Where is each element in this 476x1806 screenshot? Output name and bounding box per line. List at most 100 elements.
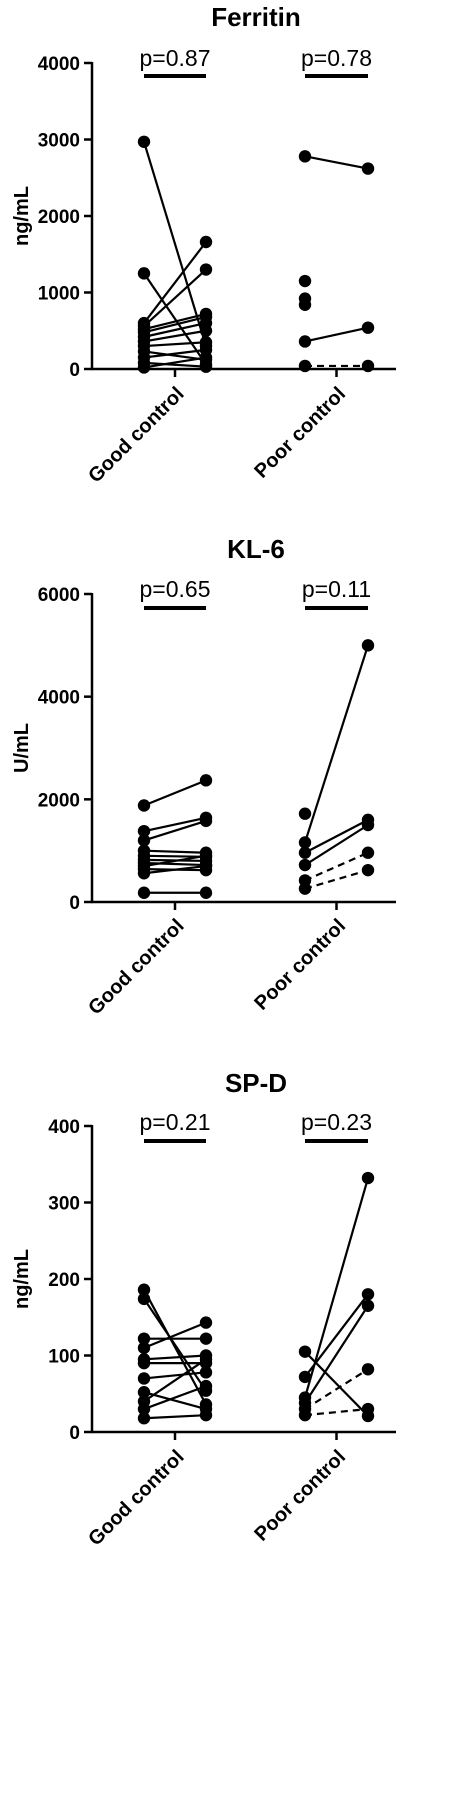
chart-title: KL-6	[227, 534, 285, 564]
y-tick-label: 2000	[38, 207, 80, 228]
y-axis-label: U/mL	[11, 723, 33, 773]
pair-line	[143, 849, 207, 854]
pair-line	[143, 315, 207, 334]
p-value-label: p=0.11	[302, 576, 371, 602]
data-point-after	[199, 886, 213, 899]
y-tick-label: 4000	[38, 688, 80, 709]
data-point-before	[137, 135, 151, 148]
data-point-after	[361, 1171, 375, 1185]
data-point-before	[137, 1292, 151, 1306]
data-point-before	[298, 150, 312, 163]
pair-line	[304, 851, 369, 882]
data-point-before	[137, 1386, 151, 1399]
pair-line	[143, 1358, 207, 1403]
pair-line	[143, 1298, 207, 1392]
pair-line	[143, 1354, 207, 1361]
data-point-after	[361, 863, 375, 877]
data-point-before	[298, 335, 312, 348]
data-point-before	[298, 1345, 312, 1358]
pair-line	[143, 272, 207, 366]
data-point-before	[137, 1341, 151, 1355]
y-tick-label: 3000	[38, 131, 80, 152]
y-axis-label: ng/mL	[11, 186, 33, 246]
pair-line	[142, 141, 208, 347]
pair-line	[304, 155, 369, 170]
data-point-after	[361, 162, 375, 175]
p-value-label: p=0.23	[301, 1109, 372, 1135]
pair-line	[143, 341, 207, 348]
data-point-before	[137, 361, 151, 374]
data-point-after	[199, 849, 213, 862]
y-tick-label: 1000	[38, 284, 80, 305]
x-category-label: Good control	[84, 383, 188, 487]
pair-line	[304, 818, 369, 854]
pair-line	[143, 356, 207, 369]
data-point-after	[199, 1366, 213, 1379]
data-point-before	[137, 867, 151, 880]
y-tick-label: 0	[69, 360, 80, 381]
data-point-after	[361, 1288, 375, 1301]
pair-line	[143, 322, 207, 338]
data-point-before	[137, 1412, 151, 1425]
pair-line	[143, 1414, 207, 1420]
data-point-after	[199, 351, 213, 364]
pair-line	[304, 1305, 369, 1404]
chart-title: SP-D	[225, 1068, 287, 1098]
pair-line	[143, 816, 207, 833]
data-point-after	[199, 1353, 213, 1366]
y-tick-label: 4000	[38, 54, 80, 75]
data-point-after	[361, 1402, 375, 1416]
x-category-label: Good control	[84, 1446, 188, 1550]
chart-title: Ferritin	[211, 2, 301, 32]
y-axis-label: ng/mL	[11, 1249, 33, 1309]
data-point-before	[298, 298, 312, 311]
data-point-after	[361, 639, 375, 652]
data-point-after	[199, 1379, 213, 1393]
pair-line	[143, 348, 207, 359]
data-point-after	[199, 774, 213, 787]
y-tick-label: 0	[69, 893, 80, 914]
data-point-before	[137, 1356, 151, 1370]
data-point-after	[199, 263, 213, 276]
pair-line	[304, 326, 369, 343]
data-point-after	[199, 1408, 213, 1422]
pair-line	[143, 241, 207, 324]
data-point-after	[361, 359, 375, 373]
data-point-before	[137, 1283, 151, 1296]
data-point-before	[137, 1402, 151, 1416]
data-point-before	[298, 1370, 312, 1384]
pair-line	[143, 1321, 207, 1349]
data-point-after	[361, 321, 375, 334]
data-point-after	[199, 814, 213, 828]
pair-line	[143, 779, 207, 807]
pair-line	[143, 1371, 207, 1380]
y-tick-label: 100	[48, 1347, 80, 1368]
data-point-before	[298, 836, 312, 849]
pair-line	[303, 644, 370, 843]
pair-line	[143, 1289, 207, 1405]
data-point-before	[298, 846, 312, 859]
pair-line	[143, 1385, 207, 1411]
y-tick-label: 0	[69, 1423, 80, 1444]
pair-line	[143, 329, 207, 343]
pair-line	[304, 1368, 369, 1410]
x-category-label: Poor control	[250, 1446, 350, 1546]
data-point-before	[298, 1408, 312, 1422]
x-category-label: Poor control	[250, 383, 350, 483]
data-point-after	[361, 1299, 375, 1312]
data-point-after	[361, 1363, 375, 1376]
x-category-label: Good control	[84, 915, 188, 1019]
y-tick-label: 2000	[38, 790, 80, 811]
data-point-before	[137, 824, 151, 838]
data-point-before	[137, 267, 151, 280]
data-point-after	[199, 1332, 213, 1345]
data-point-after	[199, 360, 213, 373]
p-value-label: p=0.78	[301, 45, 372, 71]
data-point-before	[137, 834, 151, 847]
data-point-before	[298, 858, 312, 872]
p-value-label: p=0.21	[140, 1109, 211, 1135]
pair-line	[143, 819, 207, 842]
data-point-after	[199, 859, 213, 873]
data-point-after	[361, 818, 375, 832]
